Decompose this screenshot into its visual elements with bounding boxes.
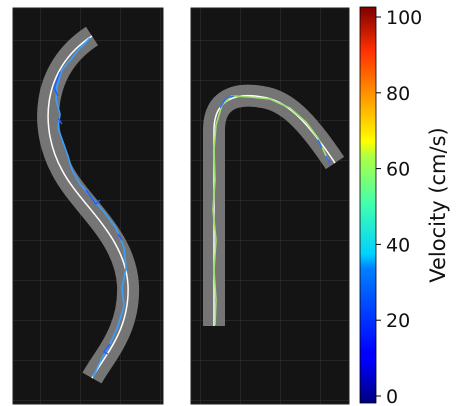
left-trajectory-detail: [53, 71, 123, 355]
colorbar-tick-label: 0: [386, 386, 398, 406]
colorbar-ticks: 0 20 40 60 80 100: [376, 7, 422, 406]
left-centerline: [47, 35, 129, 379]
colorbar-label: Velocity (cm/s): [426, 127, 450, 282]
right-trajectory-detail: [219, 95, 331, 165]
colorbar: 0 20 40 60 80 100 Velocity (cm/s): [359, 6, 450, 406]
right-centerline: [213, 94, 336, 326]
colorbar-tick-label: 60: [386, 159, 410, 181]
left-panel: [12, 7, 164, 405]
right-panel: [190, 7, 350, 405]
colorbar-gradient: [359, 6, 377, 404]
colorbar-tick-label: 80: [386, 83, 410, 105]
colorbar-tick-label: 40: [386, 234, 410, 256]
colorbar-tick-label: 100: [386, 7, 422, 29]
right-trajectory: [212, 95, 329, 326]
colorbar-tick-label: 20: [386, 310, 410, 332]
left-trajectory: [55, 37, 127, 378]
